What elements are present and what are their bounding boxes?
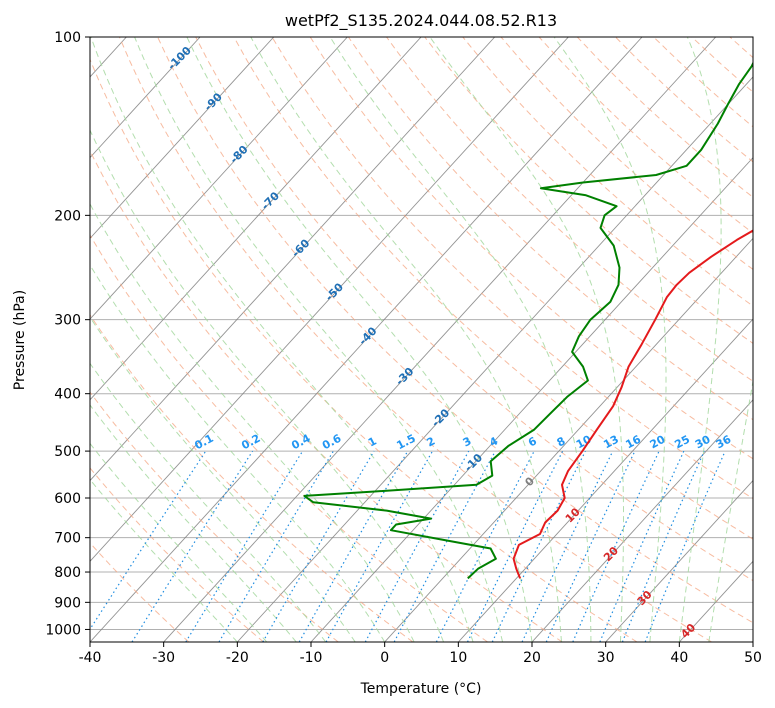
y-axis-label: Pressure (hPa) [12,290,28,390]
y-tick-label: 100 [54,30,81,46]
mixing-ratio-line [90,450,207,631]
isotherm-line [90,37,422,401]
mixing-ratio-line [521,450,614,642]
dry-adiabat-line [347,37,753,421]
x-tick-label: -40 [79,650,102,666]
temperature-profile-line [512,229,753,579]
x-axis-ticks: -40 -30 -20 -10 0 10 20 30 40 50 [79,642,762,666]
moist-adiabat-line [553,37,667,642]
mixing-ratio-label: 25 [672,433,692,452]
dry-adiabat-line [90,234,488,642]
chart-title: wetPf2_S135.2024.044.08.52.R13 [285,11,557,31]
sounding-series [303,61,753,580]
dry-adiabat-line [118,37,712,642]
dry-adiabat-line [233,37,753,540]
y-tick-label: 700 [54,531,81,547]
y-tick-label: 400 [54,387,81,403]
moist-adiabat-line [90,202,415,642]
y-axis-ticks: 100 200 300 400 500 600 700 800 900 1000 [45,30,90,638]
moist-adiabat-line [90,404,297,642]
dry-adiabat-line [90,542,190,642]
mixing-ratio-label: 16 [623,433,643,452]
mixing-ratio-label: 20 [648,433,668,452]
mixing-ratio-line [491,450,586,642]
mixing-ratio-line [185,450,304,642]
moist-adiabat-line [186,37,533,642]
isotherm-line [237,76,753,642]
x-tick-label: -10 [300,650,323,666]
mixing-ratio-line [131,450,254,642]
isotherm-line [458,318,753,642]
dry-adiabat-line [309,37,753,460]
moist-adiabat-line [429,37,624,642]
y-tick-label: 1000 [45,622,81,638]
y-tick-label: 900 [54,595,81,611]
isotherm-line [90,37,348,320]
isotherm-line [163,37,717,642]
x-tick-label: -30 [152,650,175,666]
dry-adiabat-line [271,37,753,500]
moist-adiabat-line [90,316,356,642]
x-tick-label: 0 [380,650,389,666]
reference-lines [90,37,753,642]
mixing-ratio-line [393,450,496,642]
dry-adiabat-line [90,149,563,642]
dewpoint-profile-line [303,61,753,580]
y-tick-label: 200 [54,208,81,224]
isotherm-line [90,37,569,562]
mixing-ratio-line [262,450,375,642]
isotherm-line [90,37,275,240]
mixing-ratio-label: 30 [693,433,713,452]
moist-adiabat-line [90,362,327,642]
mixing-ratio-label: 10 [574,433,594,452]
isotherm-line [531,399,753,642]
mixing-ratio-label: 13 [601,433,621,452]
x-tick-label: 20 [523,650,541,666]
moist-adiabat-line [90,264,386,642]
y-tick-label: 600 [54,491,81,507]
moist-adiabat-line [329,37,592,642]
moist-adiabat-line [708,378,753,642]
isotherm-line [605,479,753,642]
pressure-gridlines [90,37,753,630]
mixing-ratio-label: 36 [714,433,734,452]
x-tick-label: 30 [597,650,615,666]
isotherm-line [384,237,753,642]
dry-adiabat-line [90,58,638,642]
moist-adiabat-line [134,37,503,642]
plot-frame [89,36,754,643]
dry-adiabat-line [195,37,753,582]
y-tick-label: 500 [54,444,81,460]
isotherm-line [90,37,201,159]
moist-adiabat-line [678,37,722,642]
y-tick-label: 300 [54,313,81,329]
x-tick-label: -20 [226,650,249,666]
dry-adiabat-line [90,467,264,642]
mixing-ratio-line [466,450,564,642]
moist-adiabat-line [90,37,474,642]
x-axis-label: Temperature (°C) [360,681,482,697]
isotherm-line [90,37,496,482]
dry-adiabat-line [157,37,753,624]
x-tick-label: 40 [670,650,688,666]
y-tick-label: 800 [54,565,81,581]
mixing-ratio-line [218,450,334,642]
x-tick-label: 10 [449,650,467,666]
mixing-ratio-line [545,450,636,642]
moist-adiabat-line [90,128,445,642]
moist-adiabat-line [250,37,562,642]
mixing-ratio-line [364,450,470,642]
x-tick-label: 50 [744,650,762,666]
isotherm-line [90,37,643,642]
